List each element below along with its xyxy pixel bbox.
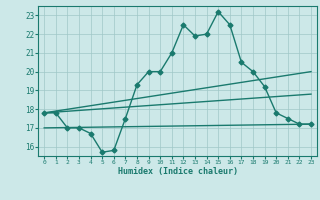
X-axis label: Humidex (Indice chaleur): Humidex (Indice chaleur) [118, 167, 238, 176]
